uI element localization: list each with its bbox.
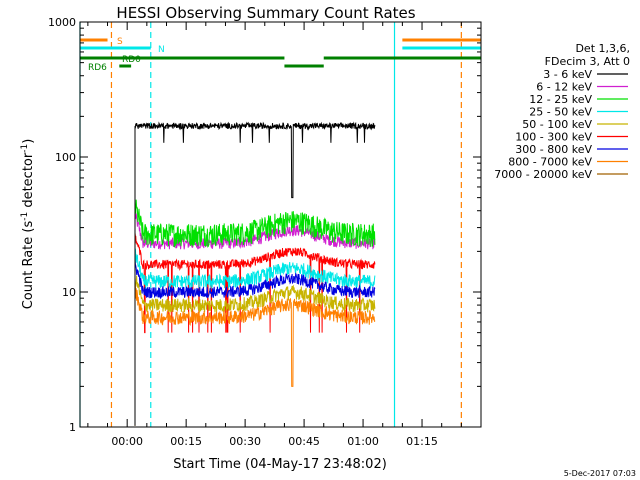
flag-label-n: N [158,45,165,55]
series-line-3 [134,248,376,426]
x-tick-label-0115: 01:15 [406,435,438,448]
series-line-5 [134,232,376,426]
x-axis-label: Start Time (04-May-17 23:48:02) [173,457,387,472]
series-line-6 [134,259,376,426]
y-tick-label-1: 1 [69,421,76,434]
x-axis: 00:00 00:15 00:30 00:45 01:00 01:15 [87,22,482,448]
y-label-main: Count Rate (s [21,221,36,310]
legend-label-4: 50 - 100 keV [522,118,592,131]
y-axis: 1 10 100 1000 [48,16,481,434]
legend-header-line1: Det 1,3,6, [575,42,630,55]
y-label-sup1: -1 [20,212,30,221]
x-tick-label-0100: 01:00 [347,435,379,448]
series-line-0 [134,121,376,426]
series-line-4 [134,275,376,426]
legend-label-5: 100 - 300 keV [515,131,592,144]
y-label-mid: detector [21,152,36,212]
chart-title: HESSI Observing Summary Count Rates [116,4,415,22]
series-line-2 [134,199,376,426]
y-tick-label-10: 10 [62,286,76,299]
y-label-sup2: -1 [20,144,30,153]
legend-label-1: 6 - 12 keV [536,81,592,94]
legend-header-line2: FDecim 3, Att 0 [545,55,630,68]
flag-label-rd6: RD6 [88,63,107,73]
legend-label-6: 300 - 800 keV [515,143,592,156]
x-tick-label-0045: 00:45 [288,435,320,448]
y-tick-label-1000: 1000 [48,16,76,29]
y-label-end: ) [21,139,36,144]
x-tick-label-0030: 00:30 [229,435,261,448]
plot-content: S N RD0 RD6 [79,22,481,427]
y-axis-label: Count Rate (s-1 detector-1) [20,139,36,310]
y-tick-label-100: 100 [55,151,76,164]
series-line-7 [134,284,376,426]
plot-frame [79,21,482,428]
flag-label-rd0: RD0 [122,55,141,65]
timestamp: 5-Dec-2017 07:03 [564,469,636,478]
x-tick-label-0000: 00:00 [111,435,143,448]
legend-label-8: 7000 - 20000 keV [494,168,592,181]
legend-label-7: 800 - 7000 keV [508,156,592,169]
legend-label-2: 12 - 25 keV [529,93,592,106]
flag-label-s: S [117,37,123,47]
x-tick-label-0015: 00:15 [170,435,202,448]
legend-label-3: 25 - 50 keV [529,106,592,119]
legend-label-0: 3 - 6 keV [543,68,592,81]
